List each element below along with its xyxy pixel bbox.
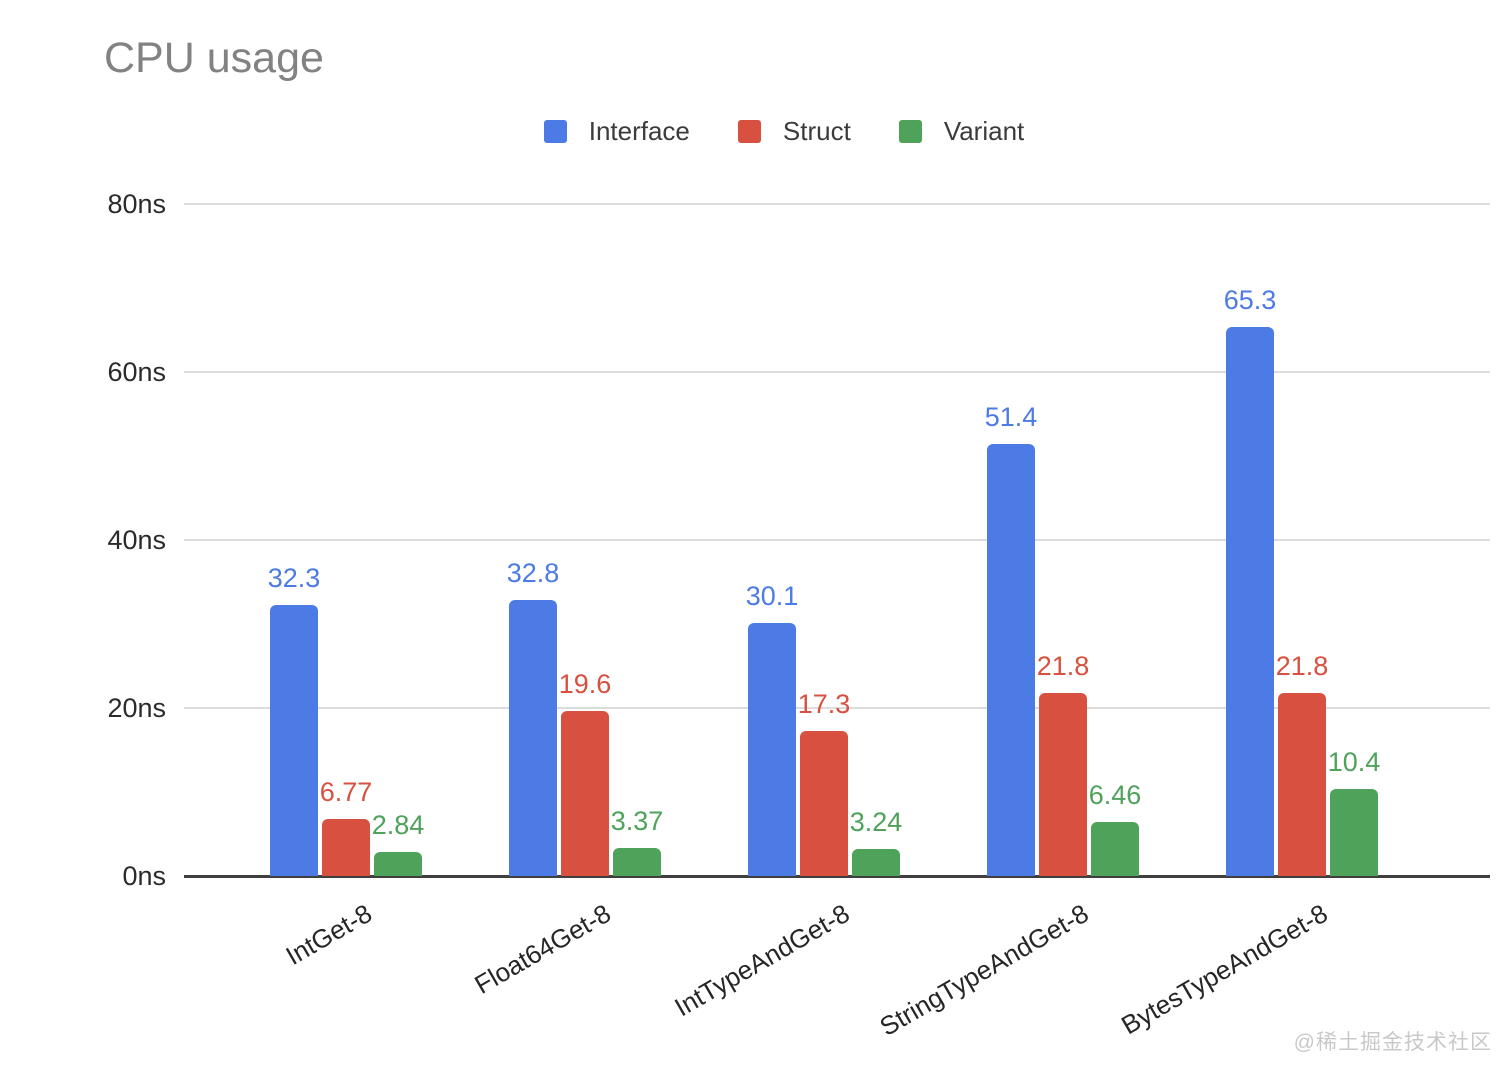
gridline [184, 539, 1490, 541]
value-label-struct-intget-8: 6.77 [319, 777, 373, 808]
value-label-interface-float64get-8: 32.8 [506, 558, 560, 589]
bar-variant-bytestypeandget-8[interactable] [1330, 788, 1378, 876]
y-tick-label: 0ns [122, 861, 166, 891]
bar-interface-inttypeandget-8[interactable] [748, 623, 796, 876]
bar-struct-bytestypeandget-8[interactable] [1278, 692, 1326, 876]
bar-variant-float64get-8[interactable] [613, 847, 661, 876]
watermark: @稀土掘金技术社区 [1293, 1031, 1492, 1054]
legend-label-struct: Struct [782, 116, 851, 146]
legend-label-variant: Variant [943, 116, 1025, 146]
value-label-interface-bytestypeandget-8: 65.3 [1223, 285, 1277, 316]
value-label-variant-float64get-8: 3.37 [610, 805, 664, 836]
value-label-struct-inttypeandget-8: 17.3 [797, 688, 851, 719]
bar-variant-intget-8[interactable] [374, 852, 422, 876]
value-label-struct-stringtypeandget-8: 21.8 [1036, 650, 1090, 681]
gridline [184, 371, 1490, 373]
legend-item-interface[interactable]: Interface [543, 116, 690, 146]
bar-struct-inttypeandget-8[interactable] [800, 730, 848, 876]
bar-variant-inttypeandget-8[interactable] [852, 848, 900, 876]
legend-label-interface: Interface [588, 116, 690, 146]
y-tick-label: 20ns [107, 693, 166, 723]
chart-title: CPU usage [104, 34, 324, 82]
value-label-interface-stringtypeandget-8: 51.4 [984, 402, 1038, 433]
value-label-interface-inttypeandget-8: 30.1 [745, 581, 799, 612]
x-axis-label-intget-8: IntGet-8 [280, 898, 377, 971]
value-label-variant-bytestypeandget-8: 10.4 [1327, 746, 1381, 777]
bar-struct-stringtypeandget-8[interactable] [1039, 692, 1087, 876]
x-axis-line [184, 874, 1490, 878]
gridline [184, 707, 1490, 709]
value-label-variant-intget-8: 2.84 [371, 810, 425, 841]
legend-item-variant[interactable]: Variant [898, 116, 1025, 146]
x-axis-label-stringtypeandget-8: StringTypeAndGet-8 [874, 898, 1094, 1042]
bar-interface-bytestypeandget-8[interactable] [1226, 327, 1274, 876]
bar-variant-stringtypeandget-8[interactable] [1091, 821, 1139, 876]
bar-interface-intget-8[interactable] [270, 604, 318, 876]
bar-struct-float64get-8[interactable] [561, 711, 609, 876]
value-label-variant-stringtypeandget-8: 6.46 [1088, 779, 1142, 810]
value-label-struct-float64get-8: 19.6 [558, 669, 612, 700]
bar-struct-intget-8[interactable] [322, 819, 370, 876]
legend-swatch-interface-icon [543, 119, 567, 143]
value-label-interface-intget-8: 32.3 [267, 562, 321, 593]
x-axis-label-inttypeandget-8: IntTypeAndGet-8 [669, 898, 855, 1023]
bar-interface-stringtypeandget-8[interactable] [987, 444, 1035, 876]
x-axis-label-bytestypeandget-8: BytesTypeAndGet-8 [1116, 898, 1333, 1041]
y-tick-label: 80ns [107, 189, 166, 219]
y-tick-label: 40ns [107, 525, 166, 555]
value-label-variant-inttypeandget-8: 3.24 [849, 806, 903, 837]
value-label-struct-bytestypeandget-8: 21.8 [1275, 650, 1329, 681]
legend-swatch-struct-icon [737, 119, 761, 143]
gridline [184, 203, 1490, 205]
y-tick-label: 60ns [107, 357, 166, 387]
x-axis-label-float64get-8: Float64Get-8 [469, 898, 616, 1000]
legend-swatch-variant-icon [898, 119, 922, 143]
bar-interface-float64get-8[interactable] [509, 600, 557, 876]
legend-item-struct[interactable]: Struct [737, 116, 851, 146]
chart-legend: Interface Struct Variant [28, 116, 1512, 146]
